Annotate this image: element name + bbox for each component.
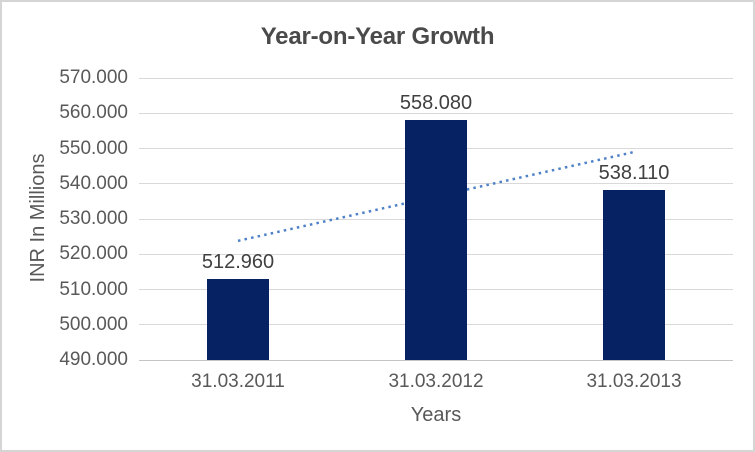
y-axis-title: INR In Millions	[27, 153, 49, 283]
gridline	[139, 77, 733, 79]
y-tick-label: 570.000	[59, 67, 128, 88]
y-tick-label: 540.000	[59, 172, 128, 194]
bar	[207, 279, 269, 360]
data-label: 512.960	[201, 251, 275, 274]
x-axis-title: Years	[410, 404, 462, 426]
y-tick-label: 490.000	[59, 349, 128, 370]
data-label: 538.110	[598, 162, 670, 185]
y-tick-label: 550.000	[59, 137, 128, 159]
x-axis-line	[139, 359, 733, 361]
y-tick-label: 510.000	[59, 278, 128, 300]
y-tick-label: 560.000	[59, 102, 128, 124]
chart-title: Year-on-Year Growth	[260, 23, 495, 50]
x-tick-label: 31.03.2013	[586, 371, 682, 392]
bar	[603, 190, 665, 360]
x-tick-label: 31.03.2012	[388, 371, 484, 392]
data-label: 558.080	[399, 92, 473, 115]
bar	[405, 120, 467, 360]
x-tick-label: 31.03.2011	[191, 371, 285, 392]
y-tick-label: 530.000	[59, 208, 128, 229]
gridline	[139, 112, 733, 114]
y-tick-label: 500.000	[59, 313, 128, 335]
y-tick-label: 520.000	[59, 243, 128, 265]
